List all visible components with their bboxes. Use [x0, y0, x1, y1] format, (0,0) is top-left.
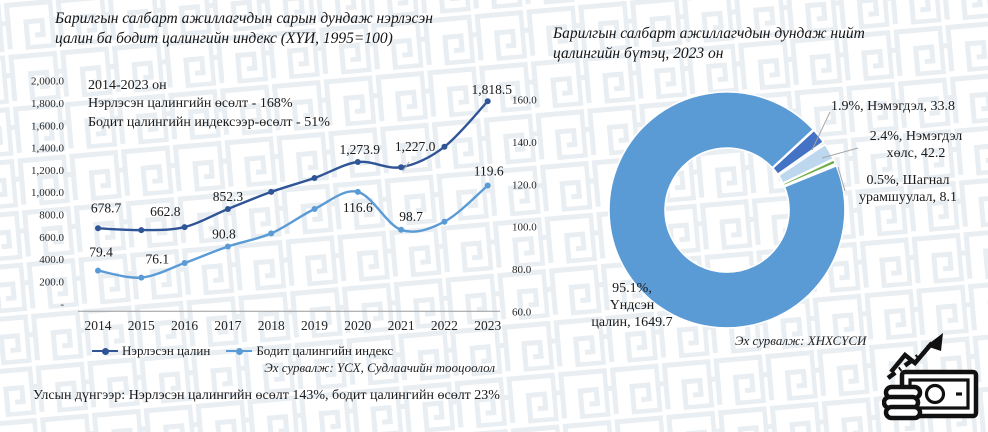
right-axis-ticks: 160.0 140.0 120.0 100.0 80.0 60.0	[512, 95, 537, 319]
national-average-footnote: Улсын дүнгээр: Нэрлэсэн цалингийн өсөлт …	[33, 388, 500, 403]
legend-label: Нэрлэсэн цалин	[122, 343, 211, 358]
left-axis-tick: 2,000.0	[31, 76, 65, 88]
right-axis-tick: 60.0	[512, 306, 532, 318]
left-axis-tick: 1,800.0	[31, 98, 65, 110]
data-point-label: 116.6	[343, 200, 373, 215]
donut-slice-4	[782, 158, 837, 187]
data-point-marker	[354, 159, 361, 165]
data-point-marker	[398, 164, 405, 171]
label-leader-line	[402, 161, 410, 172]
data-point-marker	[398, 226, 405, 233]
left-chart-legend: Нэрлэсэн цалин Бодит цалингийн индекс	[92, 343, 393, 359]
left-axis-tick: -	[60, 299, 64, 311]
x-axis-label: 2015	[128, 318, 155, 333]
data-point-marker	[138, 274, 145, 281]
x-axis-labels: 2014 2015 2016 2017 2018 2019 2020 2021 2022 2023	[85, 318, 502, 333]
x-axis-label: 2020	[344, 318, 371, 333]
donut-chart	[608, 91, 859, 329]
right-axis-tick: 140.0	[512, 137, 537, 149]
legend-line-marker-icon	[92, 347, 118, 355]
data-point-marker	[268, 188, 275, 195]
left-axis-tick: 800.0	[39, 210, 64, 222]
x-axis-label: 2023	[474, 318, 501, 333]
x-axis-label: 2019	[301, 318, 328, 333]
x-axis-label: 2018	[258, 318, 285, 333]
data-point-label: 90.8	[212, 227, 236, 242]
left-chart-title: Барилгын салбарт ажиллагчдын сарын дунда…	[55, 10, 433, 48]
data-point-marker	[441, 143, 448, 150]
left-axis-tick: 1,000.0	[31, 187, 65, 199]
data-point-label: 662.8	[150, 204, 181, 219]
data-point-marker	[484, 98, 491, 105]
series-line	[96, 100, 489, 232]
legend-line-marker-icon	[226, 347, 253, 355]
x-axis-label: 2017	[214, 318, 241, 333]
left-axis-tick: 1,200.0	[31, 165, 65, 177]
data-point-label: 678.7	[91, 200, 122, 215]
right-axis-tick: 160.0	[512, 95, 537, 107]
right-axis-tick: 120.0	[512, 179, 537, 191]
right-chart-title: Барилгын салбарт ажиллагчдын дундаж нийт…	[553, 25, 865, 63]
data-point-label: 79.4	[89, 245, 113, 260]
legend-item: Бодит цалингийн индекс	[226, 343, 393, 359]
left-chart-annotation: 2014-2023 он Нэрлэсэн цалингийн өсөлт - …	[88, 78, 330, 130]
slice-label-nemegdel-huls: 2.4%, Нэмэгдэл хөлс, 42.2	[869, 129, 963, 161]
slice-label-nemegdel: 1.9%, Нэмэгдэл, 33.8	[831, 99, 955, 114]
real-wage-index-series: 79.4 76.1 90.8 116.6 98.7 119.6	[89, 164, 504, 281]
data-point-label: 76.1	[145, 252, 169, 267]
legend-item: Нэрлэсэн цалин	[92, 343, 210, 359]
data-point-marker	[95, 267, 101, 274]
slice-leader-line	[821, 147, 859, 159]
money-growth-icon	[882, 333, 979, 421]
slice-leader-line	[811, 111, 831, 151]
data-point-label: 98.7	[399, 209, 423, 224]
left-axis-tick: 1,400.0	[31, 143, 65, 155]
data-point-label: 119.6	[474, 164, 504, 179]
right-chart-source: Эх сурвалж: ХНХСҮСИ	[735, 333, 867, 348]
nominal-salary-series: 678.7 662.8 852.3 1,273.9 1,227.0 1,818.5	[91, 82, 512, 234]
line-chart: 2,000.0 1,800.0 1,600.0 1,400.0 1,200.0 1,000…	[31, 76, 537, 333]
legend-label: Бодит цалингийн индекс	[256, 343, 394, 358]
data-point-label: 1,227.0	[395, 139, 436, 154]
data-point-marker	[311, 206, 318, 212]
data-point-marker	[268, 230, 275, 237]
right-axis-tick: 80.0	[512, 264, 532, 276]
data-point-label: 852.3	[213, 189, 244, 204]
data-point-marker	[95, 225, 101, 232]
data-point-label: 1,818.5	[471, 82, 512, 97]
right-axis-tick: 100.0	[512, 222, 537, 234]
data-point-marker	[181, 260, 188, 266]
x-axis-label: 2022	[431, 318, 458, 333]
donut-slice-2	[771, 129, 825, 176]
x-axis-label: 2016	[171, 318, 198, 333]
data-point-marker	[181, 224, 188, 231]
data-point-marker	[311, 175, 318, 181]
data-point-label: 1,273.9	[340, 142, 381, 157]
left-axis-tick: 200.0	[39, 276, 64, 288]
left-axis-ticks: 2,000.0 1,800.0 1,600.0 1,400.0 1,200.0 1,000…	[31, 76, 65, 311]
data-point-marker	[441, 218, 448, 225]
data-point-marker	[484, 182, 491, 189]
left-axis-tick: 400.0	[39, 254, 64, 266]
left-axis-tick: 600.0	[39, 232, 64, 244]
x-axis-label: 2014	[85, 318, 112, 333]
x-axis-label: 2021	[388, 318, 415, 333]
data-point-marker	[224, 243, 231, 250]
data-point-marker	[354, 188, 361, 195]
data-point-marker	[224, 206, 231, 212]
data-point-marker	[138, 227, 145, 234]
slice-label-shagnal: 0.5%, Шагнал урамшуулал, 8.1	[858, 173, 958, 205]
slice-label-undsen-tsalin: 95.1%, Үндсэн цалин, 1649.7	[591, 281, 673, 330]
slice-leader-line	[837, 166, 846, 192]
left-chart-source: Эх сурвалж: ҮСХ, Судлаачийн тооцоолол	[264, 360, 495, 375]
left-axis-tick: 1,600.0	[31, 120, 65, 132]
series-line	[96, 184, 489, 279]
donut-slice-1	[608, 91, 846, 329]
